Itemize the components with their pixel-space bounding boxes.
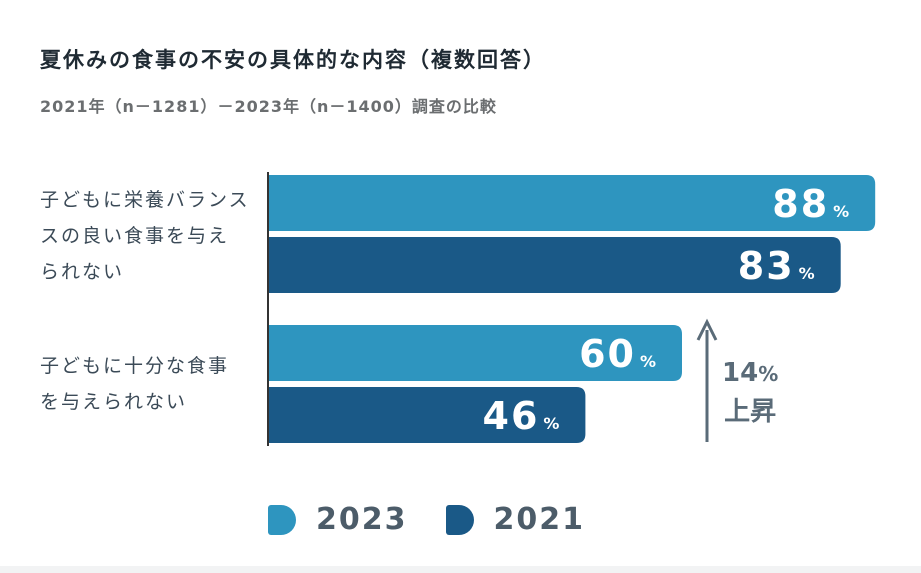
data-label-2021-cat2: 46: [483, 394, 540, 438]
category-label-1: 子どもに栄養バランス スの良い食事を与え られない: [40, 182, 250, 290]
bar-2021-cat2: [268, 387, 586, 443]
increase-label: 上昇: [724, 397, 777, 427]
data-label-2023-cat2: 60: [579, 332, 636, 376]
legend-label-2021: 2021: [493, 502, 585, 537]
increase-value: 14%: [722, 354, 778, 393]
footer-divider: [0, 566, 921, 573]
chart-subtitle: 2021年（n－1281）－2023年（n－1400）調査の比較: [40, 97, 497, 116]
increase-number: 14: [722, 358, 759, 388]
data-label-unit-2023-cat2: %: [640, 352, 656, 371]
bar-2021-cat1: [268, 237, 841, 293]
bar-2023-cat2: [268, 325, 682, 381]
data-label-unit-2023-cat1: %: [833, 202, 849, 221]
data-label-unit-2021-cat1: %: [799, 264, 815, 283]
category-label-2-line-2: を与えられない: [40, 391, 188, 413]
category-label-2-line-1: 子どもに十分な食事: [40, 355, 230, 377]
legend-item-2023: 2023: [268, 502, 408, 537]
legend-swatch-2021: [445, 504, 474, 535]
category-label-1-line-3: られない: [40, 261, 125, 283]
legend-label-2023: 2023: [316, 502, 408, 537]
category-label-1-line-2: スの良い食事を与え: [40, 225, 230, 247]
data-label-2021-cat1: 83: [738, 244, 795, 288]
increase-annotation: 14% 上昇: [722, 354, 778, 431]
increase-unit: %: [758, 362, 779, 386]
increase-arrow-head: [696, 318, 718, 341]
data-label-unit-2021-cat2: %: [543, 414, 559, 433]
legend-swatch-2023: [268, 504, 296, 535]
category-label-2: 子どもに十分な食事 を与えられない: [40, 348, 229, 420]
category-label-1-line-1: 子どもに栄養バランス: [40, 189, 250, 211]
chart-title: 夏休みの食事の不安の具体的な内容（複数回答）: [40, 48, 546, 72]
legend-item-2021: 2021: [445, 502, 586, 537]
bar-2023-cat1: [268, 175, 876, 231]
data-label-2023-cat1: 88: [772, 182, 829, 226]
legend: 2023 2021: [268, 502, 623, 537]
